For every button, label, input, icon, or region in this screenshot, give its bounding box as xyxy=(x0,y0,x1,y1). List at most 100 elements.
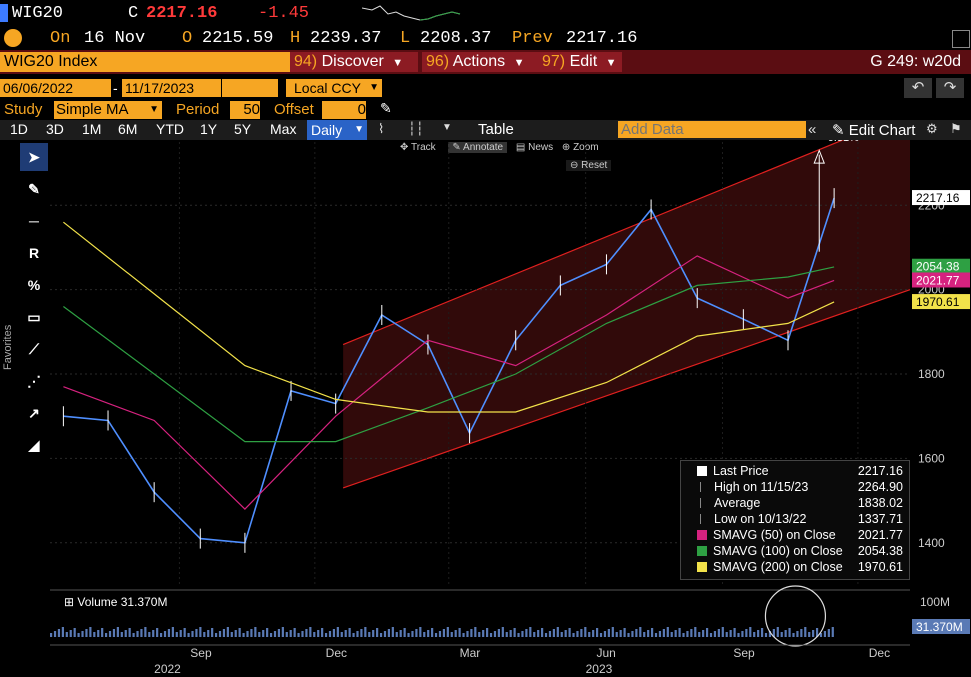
security-field[interactable]: WIG20 Index xyxy=(0,52,290,72)
volume-bar xyxy=(792,633,795,637)
calendar-icon[interactable] xyxy=(222,79,278,97)
channel-icon[interactable]: ⋰ xyxy=(27,372,41,389)
currency-select[interactable]: Local CCY ▼ xyxy=(286,79,382,97)
volume-bar xyxy=(627,633,630,637)
edit-dropdown-icon: ▼ xyxy=(605,57,617,69)
price-tag: 2054.38 xyxy=(916,260,960,274)
date-range-row: 06/06/2022 - 11/17/2023 Local CCY ▼ ↶ ↷ xyxy=(0,78,971,100)
range-button-3d[interactable]: 3D xyxy=(46,121,64,137)
collapse-icon[interactable]: « xyxy=(808,121,817,138)
actions-menu[interactable]: 96) Actions ▼ xyxy=(422,52,540,72)
reset-tool[interactable]: ⊖ Reset xyxy=(566,160,612,171)
legend-value: 1838.02 xyxy=(857,496,903,510)
candle-chart-icon[interactable]: ┆┆ xyxy=(408,121,424,136)
open-label: O xyxy=(182,29,193,48)
trend-line-icon[interactable]: ⟋ xyxy=(29,340,39,357)
volume-bar xyxy=(493,631,497,637)
range-button-1d[interactable]: 1D xyxy=(10,121,28,137)
range-button-1y[interactable]: 1Y xyxy=(200,121,218,137)
range-button-1m[interactable]: 1M xyxy=(82,121,102,137)
annotate-tool[interactable]: ✎ Annotate xyxy=(448,142,508,153)
close-value: 2217.16 xyxy=(146,4,218,23)
table-button[interactable]: Table xyxy=(478,121,514,138)
offset-input[interactable]: 0 xyxy=(322,101,366,119)
volume-bar xyxy=(611,627,614,637)
period-input[interactable]: 50 xyxy=(230,101,260,119)
legend-value: 1337.71 xyxy=(857,512,903,526)
legend-value: 2021.77 xyxy=(857,528,903,542)
range-button-6m[interactable]: 6M xyxy=(118,121,138,137)
news-tool[interactable]: ▤ News xyxy=(515,142,554,153)
start-date-field[interactable]: 06/06/2022 xyxy=(0,79,111,97)
horizontal-line-icon[interactable]: ─ xyxy=(29,213,39,229)
function-code: G 249: w20d xyxy=(870,53,961,70)
frequency-select[interactable]: Daily ▼ xyxy=(307,120,367,140)
volume-bar xyxy=(156,628,159,637)
ticker-symbol[interactable]: WIG20 xyxy=(12,4,64,23)
volume-bar xyxy=(336,627,339,637)
fill-area-icon[interactable]: ◢ xyxy=(28,436,40,453)
volume-bar xyxy=(226,627,229,637)
currency-dropdown-icon: ▼ xyxy=(369,82,379,93)
volume-bar xyxy=(387,629,391,637)
volume-bar xyxy=(650,628,654,637)
edit-chart-button[interactable]: ✎ Edit Chart xyxy=(832,122,916,139)
offset-label: Offset xyxy=(274,101,314,118)
volume-bar xyxy=(666,627,669,637)
volume-bar xyxy=(89,627,92,637)
redo-icon[interactable]: ↷ xyxy=(936,78,964,98)
rectangle-icon[interactable]: ▭ xyxy=(27,308,41,325)
line-chart-icon[interactable]: ⌇ xyxy=(378,121,385,136)
range-button-max[interactable]: Max xyxy=(270,121,297,137)
volume-bar xyxy=(446,627,449,637)
legend-swatch xyxy=(697,546,707,556)
volume-bar xyxy=(356,631,359,637)
retracement-icon[interactable]: R xyxy=(28,245,40,261)
volume-bar xyxy=(395,632,398,637)
end-date-field[interactable]: 11/17/2023 xyxy=(122,79,221,97)
annotate-label: Annotate xyxy=(463,142,504,153)
volume-bar xyxy=(827,629,830,637)
volume-bar xyxy=(218,631,222,637)
currency-label: Local CCY xyxy=(294,80,361,96)
volume-bar xyxy=(713,631,717,637)
track-icon: ✥ xyxy=(400,142,409,153)
range-button-ytd[interactable]: YTD xyxy=(156,121,184,137)
pencil-icon[interactable]: ✎ xyxy=(380,100,392,116)
volume-tag: 31.370M xyxy=(916,620,963,634)
window-toggle-icon[interactable] xyxy=(952,30,970,48)
volume-bar xyxy=(595,628,599,637)
cursor-icon[interactable]: ➤ xyxy=(20,143,48,171)
chart-settings-icon[interactable]: ⚙ xyxy=(926,121,938,136)
price-tag-bg xyxy=(912,190,970,206)
range-button-5y[interactable]: 5Y xyxy=(234,121,252,137)
discover-menu[interactable]: 94) Discover ▼ xyxy=(290,52,418,72)
ray-icon[interactable]: ↗ xyxy=(28,404,40,421)
volume-bar xyxy=(411,631,414,637)
study-type-select[interactable]: Simple MA ▼ xyxy=(54,101,162,119)
volume-highlight-circle xyxy=(764,585,827,647)
undo-icon[interactable]: ↶ xyxy=(904,78,932,98)
volume-bar xyxy=(415,629,418,637)
track-tool[interactable]: Track xyxy=(411,142,436,153)
percent-change-icon[interactable]: % xyxy=(27,277,41,293)
clock-icon[interactable] xyxy=(4,29,22,47)
volume-bar xyxy=(760,628,764,637)
price-chart[interactable]: +6.31%140016001800200022002217.162054.38… xyxy=(0,140,971,677)
volume-bar xyxy=(658,631,662,637)
edit-menu[interactable]: 97) Edit ▼ xyxy=(538,52,622,72)
volume-bar xyxy=(674,630,677,637)
menu-bar: WIG20 Index 94) Discover ▼ 96) Actions ▼… xyxy=(0,50,971,74)
reset-label: Reset xyxy=(581,160,608,171)
volume-bar xyxy=(489,633,493,637)
legend-item: High on 11/15/23 2264.90 xyxy=(681,479,909,495)
on-label: On xyxy=(50,29,71,48)
chart-options-icon[interactable]: ⚑ xyxy=(950,121,962,136)
chart-type-dropdown-icon[interactable]: ▼ xyxy=(442,122,452,133)
add-data-input[interactable] xyxy=(618,121,806,138)
legend-item: SMAVG (50) on Close 2021.77 xyxy=(681,527,909,543)
volume-bar xyxy=(438,631,442,637)
volume-bar xyxy=(635,629,638,637)
volume-bar xyxy=(431,628,434,637)
pen-icon[interactable]: ✎ xyxy=(28,180,40,197)
